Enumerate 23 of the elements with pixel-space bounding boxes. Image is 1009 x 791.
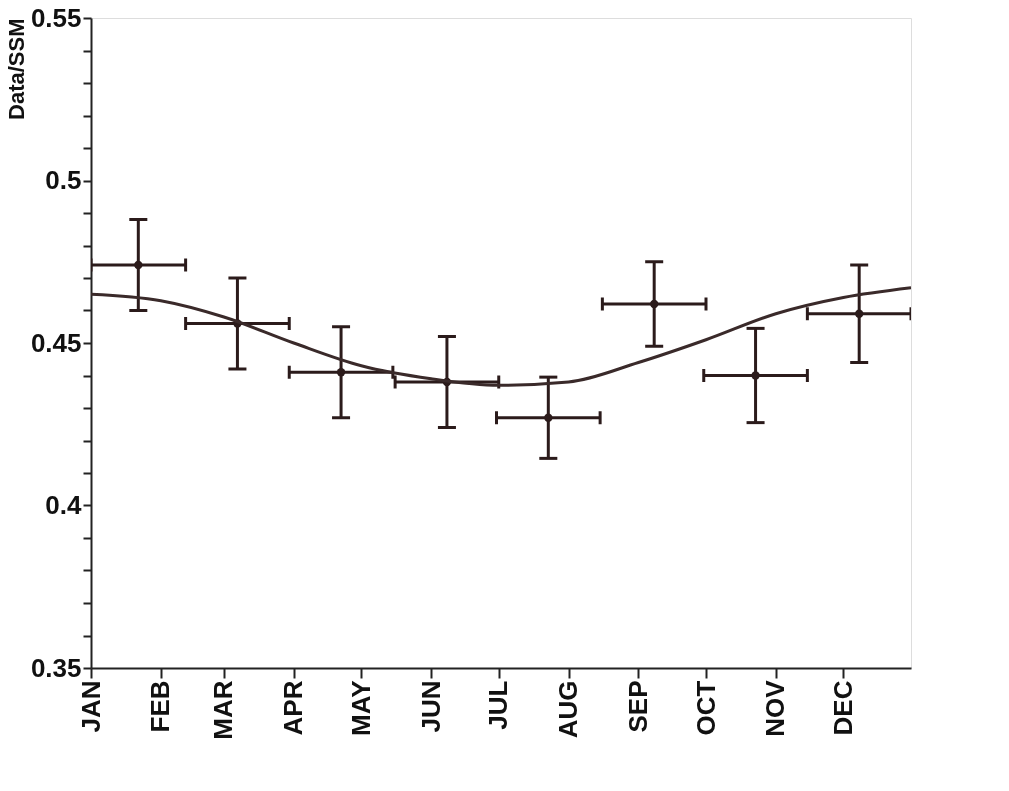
- point: [855, 309, 864, 318]
- x-tick-label: SEP: [622, 680, 653, 733]
- y-axis-title: Data/SSM: [3, 18, 29, 120]
- point: [650, 299, 659, 309]
- point: [544, 413, 553, 422]
- x-tick-label: APR: [278, 680, 309, 736]
- x-tick-label: MAY: [345, 680, 376, 736]
- point: [751, 371, 760, 380]
- y-tick-label: 0.45: [30, 327, 82, 358]
- y-tick-label: 0.55: [30, 2, 82, 33]
- x-tick-label: MAR: [208, 680, 239, 740]
- y-tick-label: 0.5: [45, 165, 82, 195]
- y-tick-label: 0.4: [45, 490, 83, 520]
- x-tick-label: OCT: [690, 680, 721, 736]
- x-tick-label: DEC: [827, 680, 858, 736]
- point: [336, 368, 346, 377]
- x-tick-label: JUL: [483, 680, 514, 730]
- y-tick-label: 0.35: [30, 652, 82, 683]
- x-tick-label: FEB: [145, 680, 176, 733]
- x-tick-label: JAN: [75, 680, 106, 733]
- x-tick-label: AUG: [553, 680, 584, 739]
- x-tick-label: JUN: [415, 680, 446, 733]
- x-tick-label: NOV: [760, 679, 791, 737]
